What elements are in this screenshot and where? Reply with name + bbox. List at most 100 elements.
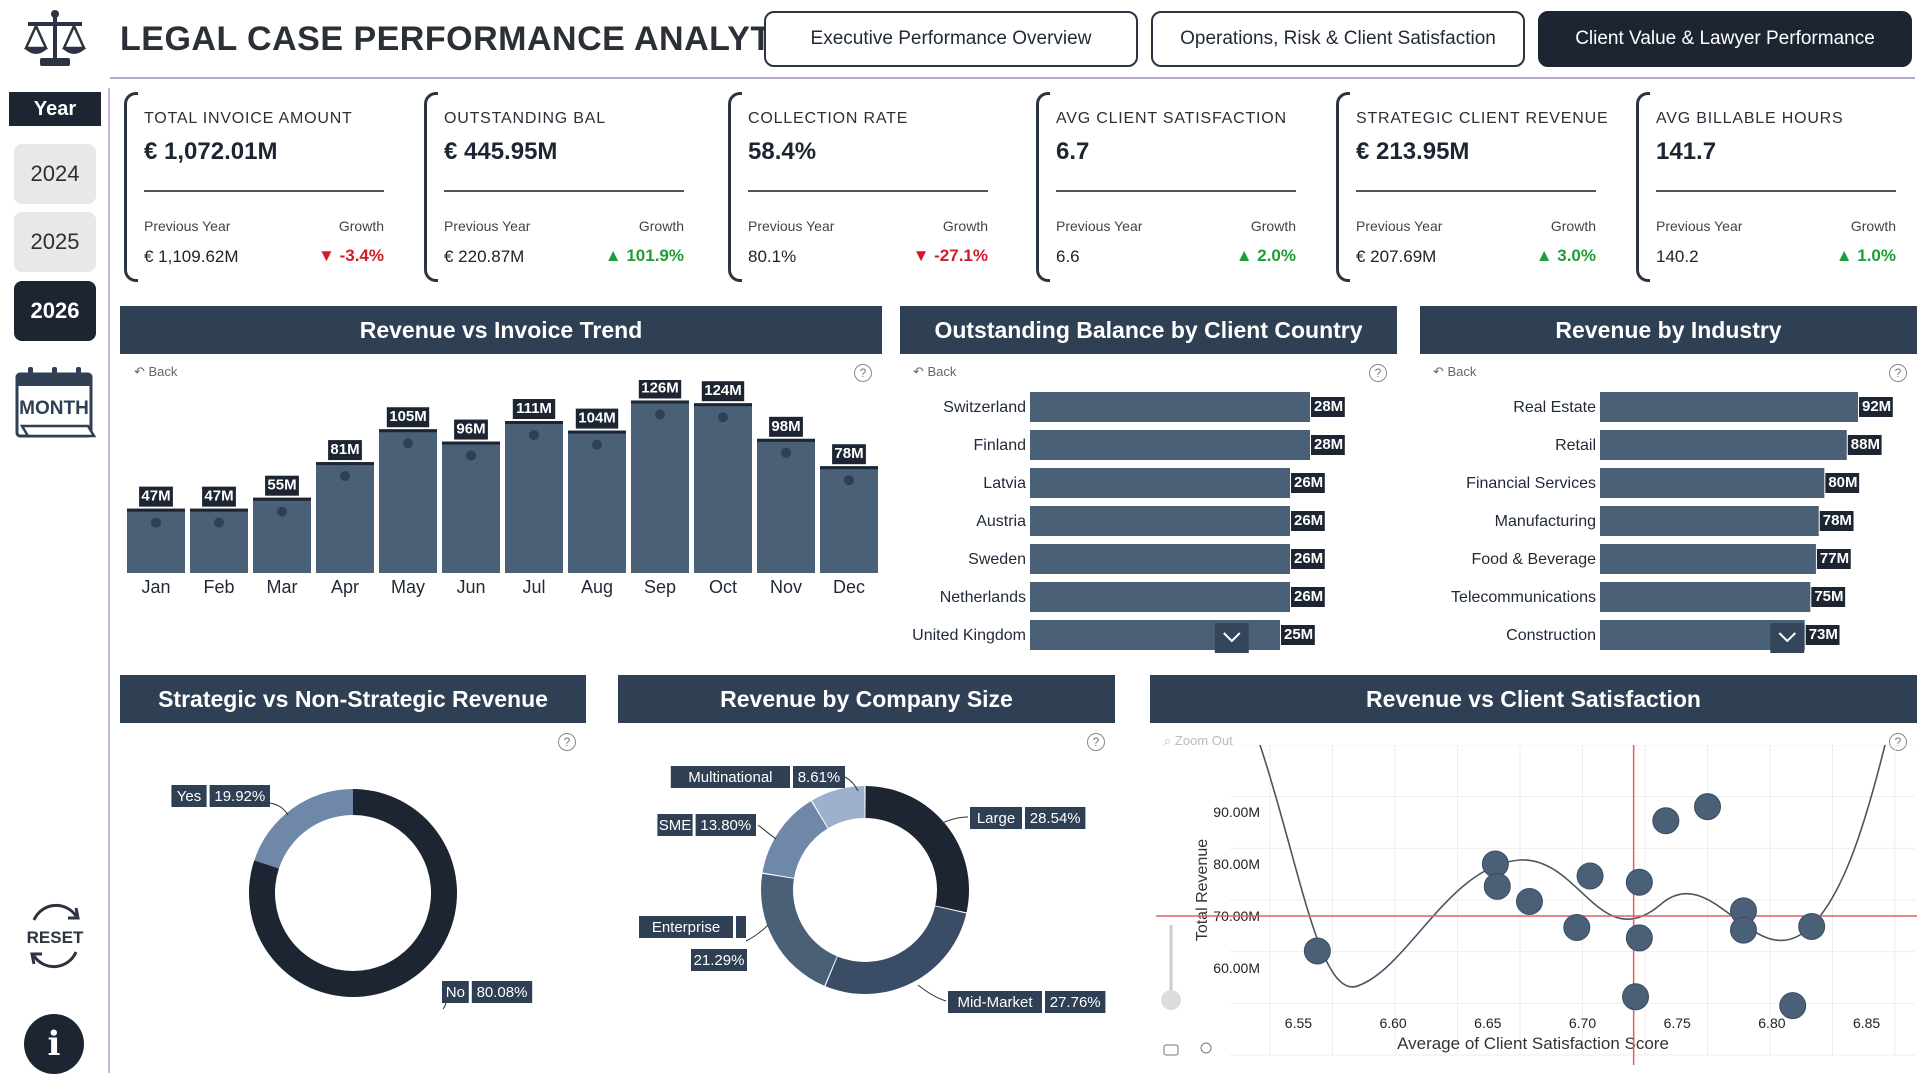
trend-bar-nov[interactable] xyxy=(757,438,815,573)
scatter-point[interactable] xyxy=(1798,912,1826,940)
industry-bar[interactable] xyxy=(1600,506,1819,536)
kpi-bracket xyxy=(1036,92,1050,282)
size-help-icon[interactable]: ? xyxy=(1087,733,1105,751)
lasso-icon[interactable] xyxy=(1200,1042,1212,1054)
strategic-donut-chart: Yes 19.92% No 80.08% xyxy=(171,785,533,1010)
arrow-up-icon: ▲ xyxy=(1535,246,1553,265)
scatter-x-tick: 6.70 xyxy=(1569,1015,1596,1031)
country-data-label: 26M xyxy=(1291,473,1325,493)
scatter-y-tick: 90.00M xyxy=(1213,804,1260,820)
year-2025-button[interactable]: 2025 xyxy=(14,212,96,272)
size-slice-sme[interactable] xyxy=(762,801,828,878)
trend-bar-jul[interactable] xyxy=(505,421,563,573)
trend-bar-may[interactable] xyxy=(379,429,437,573)
country-data-label: 26M xyxy=(1291,587,1325,607)
scatter-point[interactable] xyxy=(1779,992,1807,1020)
country-bar[interactable] xyxy=(1030,392,1310,422)
kpi-value: € 213.95M xyxy=(1356,138,1470,165)
svg-text:47M: 47M xyxy=(204,488,233,505)
country-help-icon[interactable]: ? xyxy=(1369,364,1387,382)
nav-client-value[interactable]: Client Value & Lawyer Performance xyxy=(1538,11,1912,67)
industry-bar[interactable] xyxy=(1600,582,1811,612)
kpi-label: TOTAL INVOICE AMOUNT xyxy=(144,110,353,127)
country-bar[interactable] xyxy=(1030,544,1290,574)
trend-bar-aug[interactable] xyxy=(568,430,626,573)
scatter-zoom-out[interactable]: ⌕ Zoom Out xyxy=(1164,733,1233,748)
size-slice-multinational[interactable] xyxy=(811,786,865,829)
scatter-point[interactable] xyxy=(1694,793,1721,821)
kpi-label: AVG CLIENT SATISFACTION xyxy=(1056,110,1287,127)
scatter-point[interactable] xyxy=(1576,862,1604,890)
country-back-link[interactable]: ↶ Back xyxy=(913,364,957,379)
trend-line-point xyxy=(466,450,476,461)
kpi-value: 141.7 xyxy=(1656,138,1717,165)
chevron-down-icon[interactable] xyxy=(1214,623,1249,653)
kpi-growth-value: ▲ 3.0% xyxy=(1486,246,1596,266)
scatter-x-tick: 6.65 xyxy=(1474,1015,1501,1031)
reset-button[interactable]: RESET xyxy=(20,900,90,972)
trend-bar-sep[interactable] xyxy=(631,400,689,573)
country-bar[interactable] xyxy=(1030,506,1290,536)
scatter-point[interactable] xyxy=(1729,916,1757,944)
nav-executive-overview[interactable]: Executive Performance Overview xyxy=(764,11,1138,67)
strategic-slice-yes[interactable] xyxy=(254,789,353,869)
trend-line-point xyxy=(592,439,602,450)
company-size-donut-chart: Large 28.54% Mid-Market 27.76% Enterprise SME… xyxy=(639,766,1106,1013)
scatter-point[interactable] xyxy=(1625,868,1653,896)
industry-data-label: 80M xyxy=(1825,473,1860,493)
strategic-help-icon[interactable]: ? xyxy=(558,733,576,751)
strategic-slice-pct: 19.92% xyxy=(214,788,265,805)
industry-bar[interactable] xyxy=(1600,468,1825,498)
size-slice-enterprise[interactable] xyxy=(761,873,837,986)
scatter-help-icon[interactable]: ? xyxy=(1889,733,1907,751)
scatter-point[interactable] xyxy=(1622,983,1650,1011)
trend-bar-cap xyxy=(442,441,500,445)
trend-x-tick: Mar xyxy=(267,577,298,597)
scatter-point[interactable] xyxy=(1563,914,1591,941)
trend-help-icon[interactable]: ? xyxy=(854,364,872,382)
scatter-point[interactable] xyxy=(1515,887,1543,915)
scatter-point[interactable] xyxy=(1625,924,1653,952)
trend-bar-cap xyxy=(379,429,437,433)
size-slice-mid-market[interactable] xyxy=(825,906,967,994)
nav-operations-risk[interactable]: Operations, Risk & Client Satisfaction xyxy=(1151,11,1525,67)
industry-back-link[interactable]: ↶ Back xyxy=(1433,364,1477,379)
industry-data-label: 88M xyxy=(1847,435,1882,455)
year-2024-button[interactable]: 2024 xyxy=(14,144,96,204)
panel-title-strategic: Strategic vs Non-Strategic Revenue xyxy=(120,675,586,723)
strategic-leader-line xyxy=(269,802,289,816)
chevron-down-icon[interactable] xyxy=(1770,623,1805,653)
trend-back-link[interactable]: ↶ Back xyxy=(134,364,178,379)
trend-x-tick: Sep xyxy=(644,577,676,597)
trend-bar-oct[interactable] xyxy=(694,403,752,573)
zoom-slider-handle[interactable] xyxy=(1161,990,1181,1010)
year-2026-button[interactable]: 2026 xyxy=(14,281,96,341)
country-bar[interactable] xyxy=(1030,430,1310,460)
scatter-point[interactable] xyxy=(1483,872,1511,900)
scatter-point[interactable] xyxy=(1303,937,1331,965)
info-button[interactable]: i xyxy=(24,1014,84,1074)
size-slice-large[interactable] xyxy=(865,786,969,913)
strategic-slice-label: Yes 19.92% xyxy=(171,785,270,807)
industry-bar[interactable] xyxy=(1600,392,1858,422)
industry-bar[interactable] xyxy=(1600,544,1816,574)
trend-bar-cap xyxy=(316,462,374,466)
trend-data-label: 98M xyxy=(769,416,803,437)
trend-back-label: Back xyxy=(148,364,178,379)
kpi-growth-text: 1.0% xyxy=(1857,246,1896,265)
trend-x-tick: Jul xyxy=(522,577,545,597)
size-leader-line xyxy=(937,816,969,826)
country-bar[interactable] xyxy=(1030,468,1290,498)
select-rect-icon[interactable] xyxy=(1163,1044,1179,1056)
industry-help-icon[interactable]: ? xyxy=(1889,364,1907,382)
month-calendar-icon[interactable]: MONTH xyxy=(14,364,96,442)
industry-category-label: Telecommunications xyxy=(1451,589,1596,606)
trend-bar-jun[interactable] xyxy=(442,441,500,573)
country-bar[interactable] xyxy=(1030,582,1290,612)
industry-data-label: 92M xyxy=(1859,397,1893,417)
kpi-bracket xyxy=(728,92,742,282)
kpi-growth-label: Growth xyxy=(638,218,684,234)
industry-bar[interactable] xyxy=(1600,430,1847,460)
size-slice-name: Mid-Market xyxy=(957,994,1033,1011)
scatter-point[interactable] xyxy=(1652,807,1680,835)
